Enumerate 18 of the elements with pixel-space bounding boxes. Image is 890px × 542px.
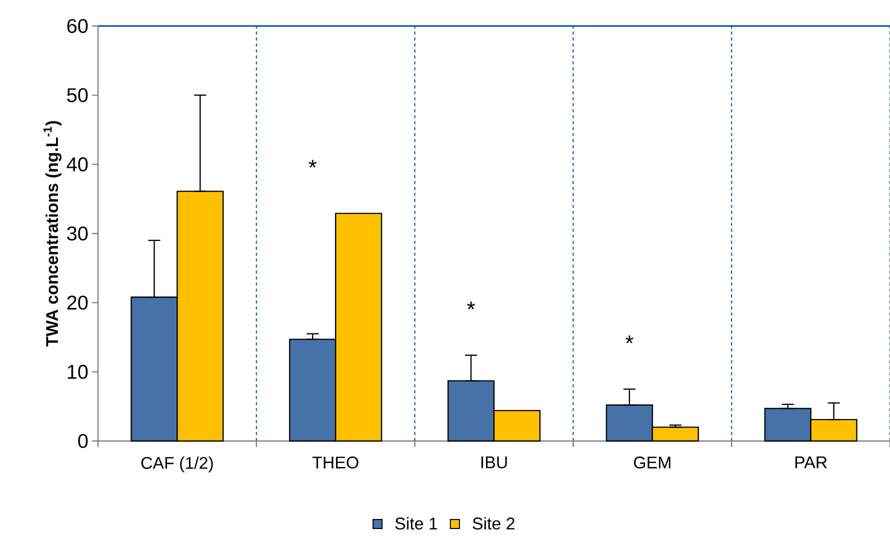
y-tick-label: 60 [67,18,88,34]
y-tick-label: 30 [67,226,88,241]
annotation: * [308,160,317,168]
y-tick-label: 10 [68,364,88,379]
y-tick-label: 40 [66,157,88,172]
y-axis-title: TWA concentrations (ng.L$^{-1}$) [43,121,62,347]
legend-label: Site 2 [472,517,514,530]
legend-label: Site 1 [395,517,438,530]
annotation: * [467,302,475,310]
annotation: * [626,336,634,344]
x-tick-label: THEO [312,456,358,469]
x-tick-label: IBU [481,456,507,468]
x-tick-label: CAF (1/2) [141,456,213,472]
x-tick-label: GEM [634,456,670,469]
y-tick-label: 20 [67,296,88,310]
y-tick-label: 50 [67,88,88,102]
y-tick-label: 0 [78,434,88,448]
x-tick-label: PAR [795,456,827,468]
